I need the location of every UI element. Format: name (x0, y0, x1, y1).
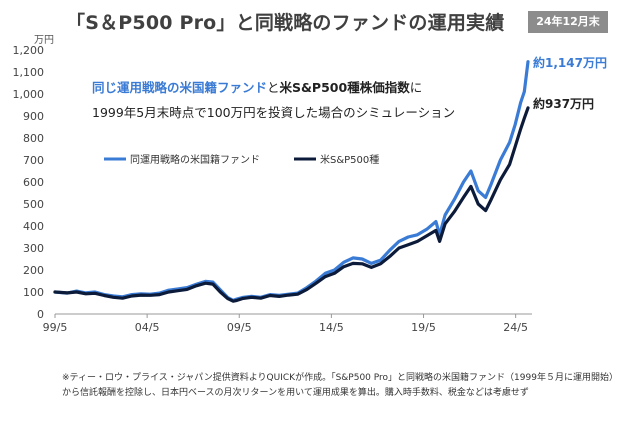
y-tick-label: 800 (23, 132, 44, 145)
x-tick-label: 04/5 (135, 321, 160, 334)
series-line-fund (53, 60, 530, 302)
legend-fund-label: 同運用戦略の米国籍ファンド (130, 153, 260, 166)
subtitle-particle: に (410, 80, 423, 95)
y-axis-unit: 万円 (34, 35, 54, 46)
date-badge: 24年12月末 (528, 11, 608, 33)
legend-index-label: 米S&P500種 (320, 153, 379, 166)
subtitle-conjunction: と (267, 80, 280, 95)
subtitle-index-text: 米S&P500種株価指数 (279, 80, 411, 95)
end-label-index: 約937万円 (533, 96, 594, 111)
x-tick-labels: 99/5 04/5 09/5 14/5 19/5 24/5 (43, 314, 528, 334)
x-tick-label: 19/5 (411, 321, 436, 334)
x-tick-label: 09/5 (227, 321, 252, 334)
y-tick-label: 1,100 (13, 66, 45, 79)
y-tick-label: 500 (23, 198, 44, 211)
y-tick-label: 1,200 (13, 44, 45, 57)
end-label-fund: 約1,147万円 (533, 55, 607, 70)
y-tick-label: 100 (23, 286, 44, 299)
footnote-line-2: から信託報酬を控除し、日本円ベースの月次リターンを用いて運用成果を算出。購入時手… (62, 388, 529, 398)
y-tick-label: 400 (23, 220, 44, 233)
subtitle-fund-text: 同じ運用戦略の米国籍ファンド (92, 80, 267, 95)
y-tick-label: 600 (23, 176, 44, 189)
y-tick-label: 700 (23, 154, 44, 167)
series-line-index (53, 106, 530, 303)
subtitle-line2: 1999年5月末時点で100万円を投資した場合のシミュレーション (92, 105, 455, 120)
footnote-line-1: ※ティー・ロウ・プライス・ジャパン提供資料よりQUICKが作成。「S&P500 … (62, 373, 618, 383)
series-lines (53, 60, 530, 303)
y-tick-label: 900 (23, 110, 44, 123)
y-tick-label: 0 (37, 308, 44, 321)
y-tick-label: 200 (23, 264, 44, 277)
x-tick-label: 24/5 (503, 321, 528, 334)
x-tick-label: 14/5 (319, 321, 344, 334)
chart-title: 「S＆P500 Pro」と同戦略のファンドの運用実績 (66, 12, 505, 34)
y-tick-label: 300 (23, 242, 44, 255)
subtitle-line1: 同じ運用戦略の米国籍ファンドと米S&P500種株価指数に (92, 80, 422, 95)
legend: 同運用戦略の米国籍ファンド 米S&P500種 (104, 153, 379, 166)
y-tick-label: 1,000 (13, 88, 45, 101)
y-tick-labels: 0 100 200 300 400 500 600 700 800 900 1,000 1,100 1,… (13, 44, 45, 321)
x-tick-label: 99/5 (43, 321, 68, 334)
